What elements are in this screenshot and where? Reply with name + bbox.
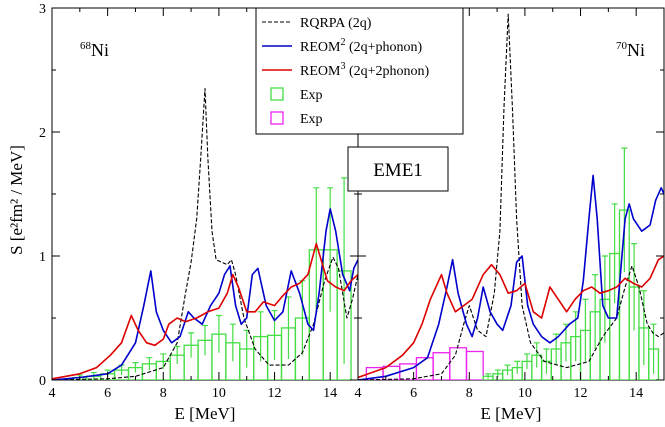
left-x-tick-label-10: 10 (212, 386, 226, 401)
right-exp-green-error-10 (582, 298, 589, 362)
right-series-reom3-line (358, 255, 664, 379)
legend-swatch-3 (270, 87, 284, 101)
right-exp-green-error-12 (601, 255, 608, 343)
y-tick-label-1: 1 (39, 250, 46, 265)
right-x-tick-label-6: 6 (410, 386, 417, 401)
left-x-tick-label-12: 12 (268, 386, 282, 401)
left-x-axis-label: E [MeV] (175, 404, 236, 423)
right-exp-green-error-17 (650, 323, 657, 374)
left-series-reom3-line (52, 242, 358, 380)
right-plot-data (358, 13, 664, 380)
eme1-frame (347, 146, 449, 192)
right-nucleus-label: 70Ni (616, 40, 645, 60)
legend-item-2: REOM3 (2q+2phonon) (262, 61, 430, 79)
right-exp-green-error-5 (533, 342, 540, 368)
left-x-tick-label-4: 4 (49, 386, 56, 401)
y-axis-label: S [e²fm² / MeV] (7, 145, 26, 255)
legend-label-1: REOM2 (2q+phonon) (300, 37, 423, 55)
left-exp-green-error-9 (202, 324, 208, 356)
right-series-rqrpa-line (358, 13, 664, 380)
right-x-tick-label-10: 10 (518, 386, 532, 401)
right-exp-magenta-bar-6 (465, 350, 484, 380)
left-exp-green-error-14 (271, 309, 278, 361)
legend-item-0: RQRPA (2q) (262, 16, 372, 31)
left-exp-green-error-5 (146, 357, 153, 371)
left-exp-green-error-19 (341, 177, 348, 364)
right-x-tick-label-4: 4 (355, 386, 362, 401)
right-x-tick-label-14: 14 (629, 386, 643, 401)
left-x-tick-label-8: 8 (160, 386, 167, 401)
legend-label-3: Exp (300, 88, 323, 103)
left-series-reom2-line (52, 208, 358, 380)
legend-item-1: REOM2 (2q+phonon) (262, 37, 423, 55)
legend-label-4: Exp (300, 112, 323, 127)
right-exp-green-error-15 (631, 243, 638, 331)
right-x-tick-label-8: 8 (466, 386, 473, 401)
right-exp-green-error-4 (523, 353, 530, 369)
eme1-box: EME1 (347, 146, 449, 192)
y-tick-label-2: 2 (39, 126, 46, 141)
right-exp-green-error-16 (640, 290, 647, 366)
right-exp-green-error-6 (543, 348, 550, 374)
left-x-tick-label-6: 6 (104, 386, 111, 401)
left-exp-green-error-6 (160, 353, 167, 369)
left-exp-green-error-4 (132, 362, 139, 373)
right-exp-green-error-3 (514, 360, 521, 374)
left-exp-green-error-17 (313, 187, 320, 312)
panel-70ni: 4 6 8 10 12 14 70Ni (355, 7, 665, 401)
legend-item-3: Exp (270, 87, 323, 103)
left-nucleus-label: 68Ni (80, 40, 109, 60)
right-exp-green-error-14 (621, 147, 628, 273)
right-exp-green-error-13 (611, 203, 618, 304)
right-series-reom2-line (358, 174, 664, 380)
left-x-tick-label-14: 14 (323, 386, 337, 401)
left-exp-green-error-7 (174, 345, 181, 364)
left-exp-green-error-11 (229, 323, 236, 362)
right-exp-green-error-1 (494, 369, 501, 378)
legend: RQRPA (2q) REOM2 (2q+phonon) REOM3 (2q+2ph… (255, 7, 464, 135)
left-exp-green-error-10 (215, 314, 222, 353)
eme1-label: EME1 (373, 160, 423, 181)
right-exp-magenta-bar-5 (449, 347, 468, 380)
right-x-axis-label: E [MeV] (481, 404, 542, 423)
legend-label-2: REOM3 (2q+2phonon) (300, 61, 430, 79)
legend-box (255, 7, 464, 135)
left-series-rqrpa-line (52, 88, 358, 380)
y-tick-label-0: 0 (39, 374, 46, 389)
right-exp-green-error-8 (562, 323, 569, 362)
left-exp-green-error-8 (188, 332, 195, 358)
right-x-tick-label-12: 12 (574, 386, 588, 401)
right-exp-green-error-0 (485, 373, 492, 379)
right-exp-green-error-11 (592, 274, 599, 349)
legend-swatch-4 (270, 111, 284, 125)
legend-item-4: Exp (270, 111, 323, 127)
right-exp-green-error-2 (504, 364, 511, 376)
y-tick-label-3: 3 (39, 2, 46, 17)
legend-label-0: RQRPA (2q) (300, 16, 372, 31)
left-exp-green-error-13 (257, 311, 264, 362)
